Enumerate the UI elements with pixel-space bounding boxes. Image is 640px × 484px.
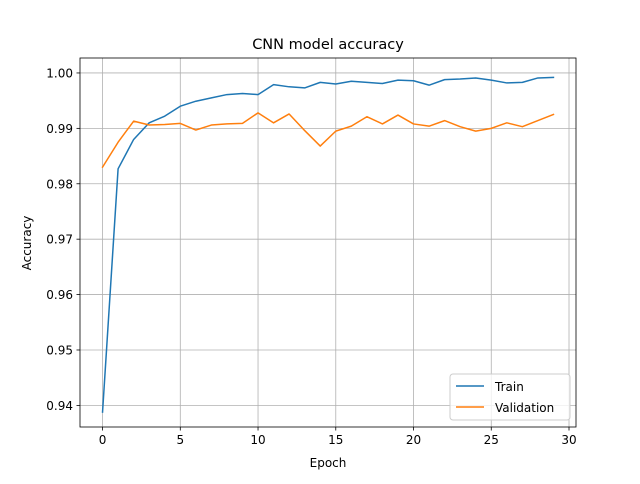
- series-lines: [101, 76, 555, 413]
- x-tick-label: 15: [328, 433, 343, 447]
- series-line-validation: [101, 112, 555, 169]
- x-tick-label: 0: [99, 433, 107, 447]
- y-tick-label: 0.97: [46, 233, 73, 247]
- y-tick-label: 1.00: [46, 66, 73, 80]
- y-tick-label: 0.96: [46, 288, 73, 302]
- grid: [80, 58, 576, 427]
- legend: Train Validation: [449, 373, 571, 421]
- y-axis-label: Accuracy: [20, 216, 34, 271]
- x-tick-label: 20: [406, 433, 421, 447]
- x-tick-label: 25: [484, 433, 499, 447]
- y-tick-label: 0.95: [46, 343, 73, 357]
- legend-train-label: Train: [494, 380, 524, 394]
- x-tick-label: 30: [561, 433, 576, 447]
- y-tick-label: 0.94: [46, 399, 73, 413]
- x-tick-label: 10: [250, 433, 265, 447]
- legend-validation-label: Validation: [495, 401, 554, 415]
- x-axis-label: Epoch: [310, 456, 347, 470]
- y-tick-label: 0.99: [46, 122, 73, 136]
- series-line-train: [101, 76, 555, 413]
- y-tick-label: 0.98: [46, 177, 73, 191]
- chart-title: CNN model accuracy: [252, 37, 404, 53]
- x-tick-label: 5: [176, 433, 184, 447]
- y-axis-ticks: 0.94 0.95 0.96 0.97 0.98 0.99 1.00: [46, 66, 80, 413]
- x-axis-ticks: 0 5 10 15 20 25 30: [99, 427, 577, 447]
- axes-frame: [79, 57, 577, 428]
